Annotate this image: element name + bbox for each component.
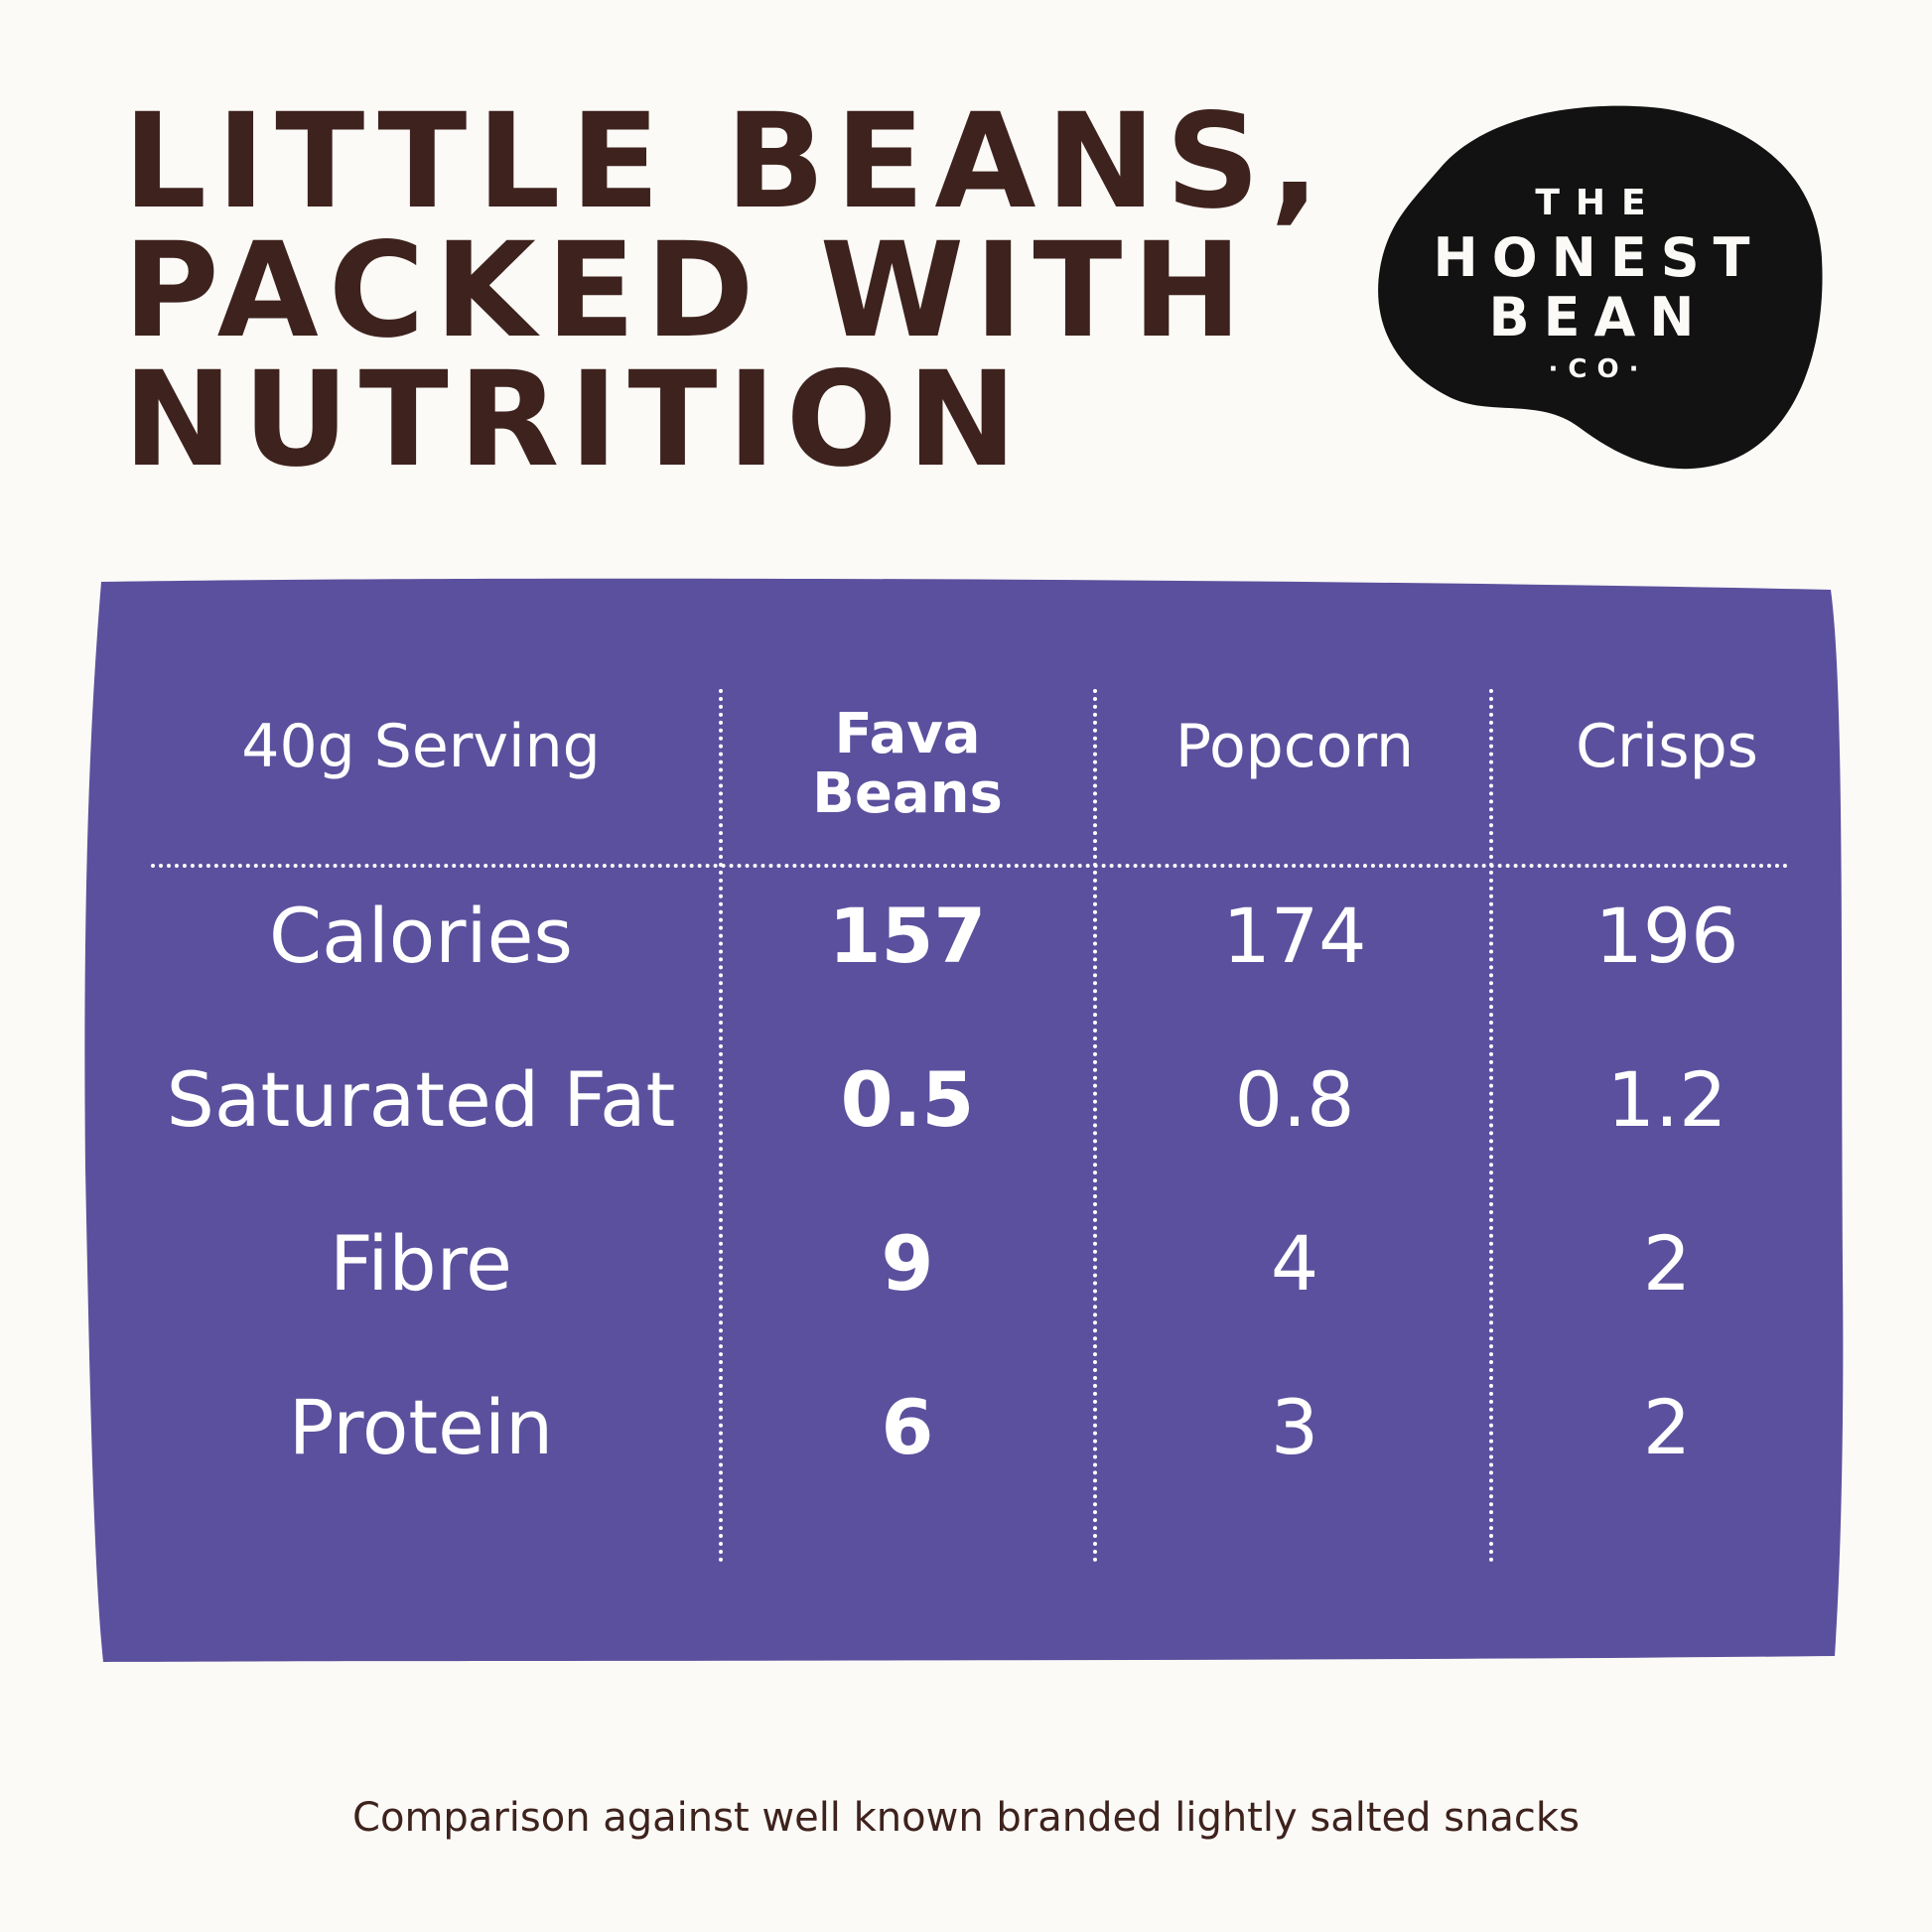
header-fava-line-2: Beans — [812, 761, 1003, 826]
crisps-saturated-fat: 1.2 — [1606, 1055, 1727, 1144]
crisps-calories: 196 — [1594, 892, 1739, 980]
logo-the: THE — [1535, 183, 1662, 223]
headline: LITTLE BEANS, PACKED WITH NUTRITION — [123, 85, 1330, 496]
popcorn-fibre: 4 — [1270, 1219, 1319, 1308]
crisps-protein: 2 — [1642, 1383, 1692, 1471]
column-divider-2 — [1093, 689, 1097, 1563]
fava-protein: 6 — [881, 1383, 934, 1471]
logo-bean: BEAN — [1488, 286, 1709, 348]
header-crisps: Crisps — [1576, 712, 1758, 781]
headline-line-1: LITTLE BEANS, — [123, 85, 1330, 238]
headline-line-3: NUTRITION — [123, 344, 1028, 496]
header-fava-line-1: Fava — [834, 702, 981, 766]
popcorn-saturated-fat: 0.8 — [1234, 1055, 1355, 1144]
comparison-footnote: Comparison against well known branded li… — [352, 1795, 1580, 1841]
row-label-calories: Calories — [269, 892, 573, 980]
fava-saturated-fat: 0.5 — [840, 1055, 975, 1144]
fava-fibre: 9 — [881, 1219, 934, 1308]
logo-wordmark: THE HONEST BEAN ·CO· — [1370, 179, 1827, 391]
logo-blob-shape — [1378, 105, 1823, 470]
fava-calories: 157 — [828, 892, 987, 980]
table-panel-background — [84, 578, 1844, 1663]
popcorn-protein: 3 — [1270, 1383, 1319, 1471]
header-divider — [151, 864, 1789, 868]
brand-logo: THE HONEST BEAN ·CO· — [1370, 99, 1827, 477]
crisps-fibre: 2 — [1642, 1219, 1692, 1308]
row-label-saturated-fat: Saturated Fat — [166, 1055, 676, 1144]
logo-co: ·CO· — [1548, 354, 1649, 384]
header-fava-beans: Fava Beans — [739, 705, 1076, 824]
header-serving: 40g Serving — [241, 712, 601, 781]
headline-line-2: PACKED WITH — [123, 214, 1252, 367]
popcorn-calories: 174 — [1222, 892, 1367, 980]
logo-honest: HONEST — [1433, 226, 1764, 289]
column-divider-1 — [719, 689, 723, 1563]
header-popcorn: Popcorn — [1174, 712, 1415, 781]
row-label-fibre: Fibre — [330, 1219, 512, 1308]
nutrition-comparison-table: 40g Serving Fava Beans Popcorn Crisps Ca… — [83, 574, 1849, 1664]
column-divider-3 — [1489, 689, 1493, 1563]
row-label-protein: Protein — [288, 1383, 554, 1471]
